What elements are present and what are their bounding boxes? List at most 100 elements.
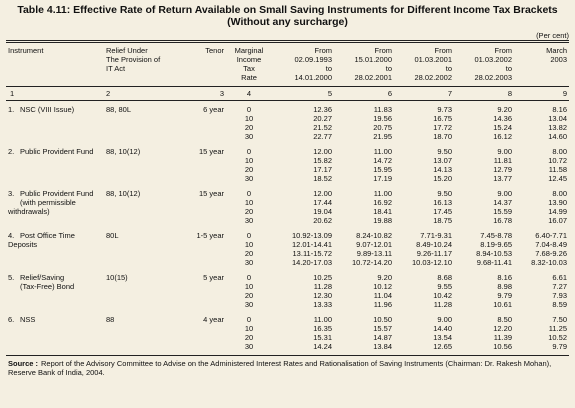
instrument-line: 6. NSS — [8, 315, 102, 324]
tax-rate: 30 — [244, 132, 254, 141]
value: 9.50 — [437, 147, 452, 156]
value: 6.40-7.71 — [535, 231, 567, 240]
value: 13.82 — [548, 123, 567, 132]
value: 11.81 — [493, 156, 512, 165]
instrument-name: NSC (VIII Issue) — [20, 105, 75, 114]
row-number: 1. — [8, 105, 15, 114]
header-row: Instrument Relief Under The Provision of IT… — [6, 40, 569, 87]
column-number: 6 — [334, 86, 394, 101]
value: 11.28 — [313, 282, 332, 291]
value: 12.79 — [493, 165, 512, 174]
value-cell: 8.16 13.04 13.82 14.60 — [514, 101, 569, 144]
tax-rate: 0 — [246, 189, 252, 198]
header-cell: From 01.03.2002 to 28.02.2003 — [454, 40, 514, 87]
tax-rate: 30 — [244, 258, 254, 267]
value: 17.19 — [373, 174, 392, 183]
value: 19.56 — [373, 114, 392, 123]
instrument-line: 2. Public Provident Fund — [8, 147, 102, 156]
tax-rate: 20 — [244, 165, 254, 174]
tenor-cell: 6 year — [203, 105, 224, 114]
subtitle: (Without any surcharge) — [227, 16, 348, 28]
value: 17.72 — [433, 123, 452, 132]
instrument-name: Public Provident Fund — [20, 147, 94, 156]
relief-cell: 88, 80L — [106, 105, 132, 114]
value: 8.00 — [552, 189, 567, 198]
source: Source : Report of the Advisory Committee… — [6, 359, 569, 377]
value: 10.72 — [548, 156, 567, 165]
value: 9.00 — [437, 315, 452, 324]
value: 13.77 — [493, 174, 512, 183]
value: 13.90 — [548, 198, 567, 207]
value: 8.68 — [437, 273, 452, 282]
value: 9.20 — [377, 273, 392, 282]
value: 12.20 — [493, 324, 512, 333]
value: 17.45 — [433, 207, 452, 216]
value: 9.55 — [437, 282, 452, 291]
header-line: From — [434, 46, 453, 55]
row: 3. Public Provident Fund (with permissible… — [6, 185, 569, 227]
value: 18.70 — [433, 132, 452, 141]
instrument-cell: 4. Post Office Time Deposits — [6, 227, 104, 269]
value: 22.77 — [313, 132, 332, 141]
value-cell: 8.16 8.98 9.79 10.61 — [454, 269, 514, 311]
value-cell: 9.00 14.40 13.54 12.65 — [394, 311, 454, 356]
value: 21.52 — [313, 123, 332, 132]
instrument-line: (Tax-Free) Bond — [8, 282, 102, 291]
column-number: 8 — [454, 86, 514, 101]
value-cell: 7.50 11.25 10.52 9.79 — [514, 311, 569, 356]
title: Table 4.11: Effective Rate of Return Ava… — [17, 4, 558, 16]
header-line: 14.01.2000 — [294, 73, 332, 82]
value: 11.04 — [373, 291, 392, 300]
value: 8.16 — [552, 105, 567, 114]
value: 16.13 — [433, 198, 452, 207]
tax-rate: 20 — [244, 207, 254, 216]
value: 11.25 — [548, 324, 567, 333]
value-cell: 6.61 7.27 7.93 8.59 — [514, 269, 569, 311]
value: 16.92 — [373, 198, 392, 207]
value: 13.04 — [548, 114, 567, 123]
source-label: Source : — [8, 359, 39, 368]
value-cell: 11.00 16.35 15.31 14.24 — [272, 311, 334, 356]
value: 18.52 — [313, 174, 332, 183]
header-line: The Provision of — [106, 55, 161, 64]
header-line: to — [445, 64, 452, 73]
instrument-name: Relief/Saving — [20, 273, 65, 282]
tax-rate: 10 — [244, 324, 254, 333]
table-body: Instrument Relief Under The Provision of IT… — [6, 40, 569, 356]
table: Instrument Relief Under The Provision of IT… — [6, 40, 569, 356]
header-cell: From 01.03.2001 to 28.02.2002 — [394, 40, 454, 87]
value-cell: 8.00 10.72 11.58 12.45 — [514, 143, 569, 185]
value: 13.54 — [433, 333, 452, 342]
value: 9.89-13.11 — [356, 249, 392, 258]
row-number: 3. — [8, 189, 15, 198]
column-number: 5 — [272, 86, 334, 101]
value: 11.00 — [313, 315, 332, 324]
row: 2. Public Provident Fund 88, 10(12) 15 year… — [6, 143, 569, 185]
tax-rate: 10 — [244, 198, 254, 207]
value: 12.00 — [313, 189, 332, 198]
value: 15.57 — [373, 324, 392, 333]
instrument-name: (Tax-Free) Bond — [20, 282, 75, 291]
value: 11.28 — [433, 300, 452, 309]
header-line: 15.01.2000 — [354, 55, 392, 64]
row: 6. NSS 88 4 year 0 10 20 30 11.00 16.35 15.31 14.24… — [6, 311, 569, 356]
value: 8.94-10.53 — [476, 249, 512, 258]
value: 8.00 — [552, 147, 567, 156]
value: 10.42 — [433, 291, 452, 300]
value: 11.00 — [373, 189, 392, 198]
header-cell: Marginal Income Tax Rate — [226, 40, 272, 87]
header-line: 01.03.2002 — [474, 55, 512, 64]
value: 8.50 — [497, 315, 512, 324]
value: 15.31 — [313, 333, 332, 342]
value: 15.59 — [493, 207, 512, 216]
header-line: March — [546, 46, 567, 55]
header-cell: March 2003 — [514, 40, 569, 87]
tax-rate-cell: 0 10 20 30 — [226, 311, 272, 356]
instrument-cell: 1. NSC (VIII Issue) — [6, 101, 104, 144]
value: 13.33 — [313, 300, 332, 309]
value: 19.88 — [373, 216, 392, 225]
value: 16.78 — [493, 216, 512, 225]
value-cell: 9.50 13.07 14.13 15.20 — [394, 143, 454, 185]
instrument-name: Post Office Time Deposits — [8, 231, 75, 249]
